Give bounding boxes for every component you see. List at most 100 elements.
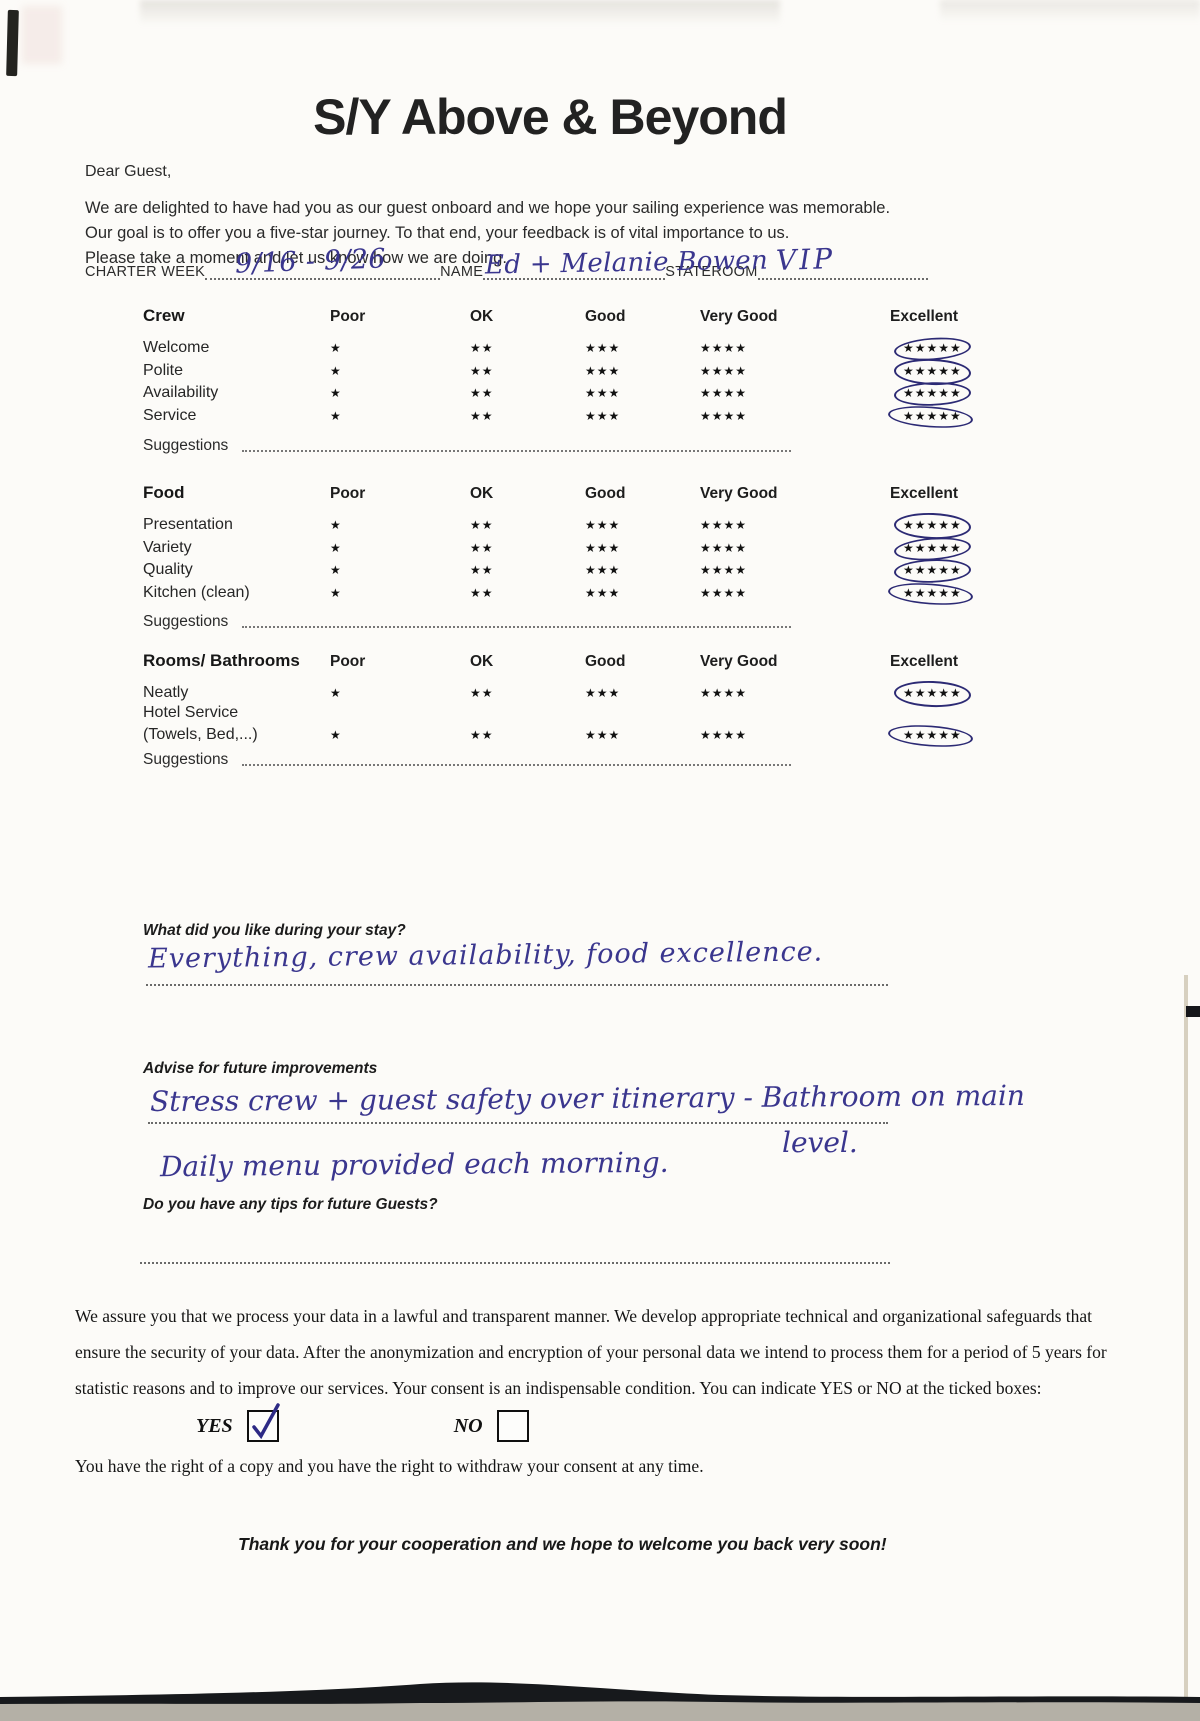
rating-stars-ok[interactable]: ★★ — [470, 518, 494, 532]
excellent-selected-circle[interactable]: ★★★★★ — [894, 681, 971, 707]
intro-line: We are delighted to have had you as our … — [85, 199, 891, 217]
excellent-selected-circle[interactable]: ★★★★★ — [894, 723, 971, 749]
rating-stars-good[interactable]: ★★★ — [585, 727, 621, 742]
rating-stars-poor[interactable]: ★ — [330, 363, 342, 378]
yes-checkbox[interactable] — [246, 1403, 280, 1442]
food-section: Food Poor OK Good Very Good Excellent Pr… — [143, 483, 1030, 603]
scan-artifact-bar — [6, 9, 19, 77]
rating-stars-very-good[interactable]: ★★★★ — [700, 408, 748, 423]
no-checkbox[interactable] — [496, 1410, 529, 1442]
rating-stars-excellent: ★★★★★ — [903, 727, 962, 742]
excellent-selected-circle[interactable]: ★★★★★ — [894, 381, 971, 407]
rating-stars-very-good[interactable]: ★★★★ — [700, 563, 748, 578]
rating-stars-good[interactable]: ★★★ — [585, 585, 621, 600]
charter-row: CHARTER WEEK 9/16 - 9/26 NAME Ed + Melan… — [85, 242, 928, 280]
rating-stars-good[interactable]: ★★★ — [585, 540, 621, 555]
scan-smudge — [140, 0, 780, 30]
rating-stars-very-good[interactable]: ★★★★ — [700, 585, 748, 600]
level-excellent: Excellent — [890, 653, 959, 670]
level-ok: OK — [470, 653, 494, 670]
rating-row-variety: Variety ★ ★★ ★★★ ★★★★ ★★★★★ — [143, 536, 1030, 559]
rating-stars-poor[interactable]: ★ — [330, 341, 342, 355]
excellent-selected-circle[interactable]: ★★★★★ — [894, 558, 971, 584]
rating-stars-good[interactable]: ★★★ — [585, 363, 621, 378]
rating-stars-very-good[interactable]: ★★★★ — [700, 363, 748, 378]
row-label: Kitchen (clean) — [143, 583, 250, 601]
rating-stars-poor[interactable]: ★ — [330, 686, 342, 700]
suggestions-line[interactable] — [242, 626, 791, 628]
suggestions-line[interactable] — [242, 450, 791, 452]
excellent-selected-circle[interactable]: ★★★★★ — [894, 513, 971, 539]
rating-stars-poor[interactable]: ★ — [330, 727, 342, 742]
level-poor: Poor — [330, 653, 366, 670]
intro-line: Our goal is to offer you a five-star jou… — [85, 224, 790, 242]
rating-stars-poor[interactable]: ★ — [330, 563, 342, 578]
level-good: Good — [585, 653, 626, 670]
scan-artifact-notch — [1186, 1006, 1200, 1017]
stateroom-label: STATEROOM — [665, 264, 758, 280]
rating-stars-ok[interactable]: ★★ — [470, 408, 494, 423]
rating-stars-very-good[interactable]: ★★★★ — [700, 686, 748, 700]
answer-line[interactable] — [140, 1262, 890, 1264]
rooms-section-title: Rooms/ Bathrooms — [143, 651, 300, 670]
rating-stars-very-good[interactable]: ★★★★ — [700, 727, 748, 742]
suggestions-label: Suggestions — [143, 437, 229, 454]
rating-stars-good[interactable]: ★★★ — [585, 686, 621, 700]
level-very-good: Very Good — [700, 485, 778, 502]
rating-stars-very-good[interactable]: ★★★★ — [700, 341, 748, 355]
rating-stars-good[interactable]: ★★★ — [585, 408, 621, 423]
rating-stars-poor[interactable]: ★ — [330, 386, 342, 401]
suggestions-label: Suggestions — [143, 751, 229, 768]
handwritten-stateroom: VIP — [775, 241, 836, 278]
rating-stars-ok[interactable]: ★★ — [470, 341, 494, 355]
rating-stars-excellent: ★★★★★ — [903, 518, 962, 532]
charter-week-field[interactable]: 9/16 - 9/26 — [205, 243, 441, 280]
row-label: Quality — [143, 561, 193, 579]
rating-row-neatly: Neatly ★ ★★ ★★★ ★★★★ ★★★★★ — [143, 681, 1030, 704]
scan-smudge — [22, 6, 62, 64]
excellent-selected-circle[interactable]: ★★★★★ — [894, 404, 971, 430]
rating-stars-poor[interactable]: ★ — [330, 518, 342, 532]
question-like-stay: What did you like during your stay? — [143, 922, 406, 939]
rating-stars-ok[interactable]: ★★ — [470, 540, 494, 555]
checkmark-icon — [251, 1403, 280, 1440]
rating-row-presentation: Presentation ★ ★★ ★★★ ★★★★ ★★★★★ — [143, 513, 1030, 536]
rating-stars-very-good[interactable]: ★★★★ — [700, 386, 748, 401]
name-field[interactable]: Ed + Melanie Bowen — [483, 246, 769, 280]
excellent-selected-circle[interactable]: ★★★★★ — [894, 336, 971, 362]
suggestions-line[interactable] — [242, 764, 791, 766]
level-good: Good — [585, 308, 626, 325]
answer-line[interactable] — [148, 1122, 888, 1124]
rating-stars-good[interactable]: ★★★ — [585, 341, 621, 355]
rating-stars-excellent: ★★★★★ — [903, 540, 962, 555]
excellent-selected-circle[interactable]: ★★★★★ — [894, 536, 971, 562]
rating-stars-good[interactable]: ★★★ — [585, 518, 621, 532]
excellent-selected-circle[interactable]: ★★★★★ — [894, 359, 971, 385]
rooms-suggestions: Suggestions — [143, 751, 791, 769]
rating-row-quality: Quality ★ ★★ ★★★ ★★★★ ★★★★★ — [143, 558, 1030, 581]
rating-row-kitchen: Kitchen (clean) ★ ★★ ★★★ ★★★★ ★★★★★ — [143, 581, 1030, 604]
privacy-line: We assure you that we process your data … — [75, 1306, 1092, 1326]
answer-line[interactable] — [146, 984, 888, 986]
rating-stars-ok[interactable]: ★★ — [470, 727, 494, 742]
rating-stars-poor[interactable]: ★ — [330, 408, 342, 423]
rating-row-polite: Polite ★ ★★ ★★★ ★★★★ ★★★★★ — [143, 359, 1030, 382]
rating-stars-poor[interactable]: ★ — [330, 540, 342, 555]
stateroom-field[interactable]: VIP — [757, 242, 928, 280]
rating-row-towels-bed: (Towels, Bed,...) ★ ★★ ★★★ ★★★★ ★★★★★ — [143, 723, 1030, 746]
rating-stars-very-good[interactable]: ★★★★ — [700, 518, 748, 532]
crew-section-title: Crew — [143, 306, 185, 325]
rating-stars-good[interactable]: ★★★ — [585, 386, 621, 401]
rating-stars-ok[interactable]: ★★ — [470, 585, 494, 600]
rating-stars-ok[interactable]: ★★ — [470, 363, 494, 378]
excellent-selected-circle[interactable]: ★★★★★ — [894, 581, 971, 607]
level-poor: Poor — [330, 485, 366, 502]
rating-stars-very-good[interactable]: ★★★★ — [700, 540, 748, 555]
handwritten-answer-improvements-1: Stress crew + guest safety over itinerar… — [149, 1078, 1025, 1119]
rating-stars-poor[interactable]: ★ — [330, 585, 342, 600]
rating-stars-ok[interactable]: ★★ — [470, 686, 494, 700]
level-very-good: Very Good — [700, 308, 778, 325]
rating-stars-good[interactable]: ★★★ — [585, 563, 621, 578]
rating-stars-ok[interactable]: ★★ — [470, 386, 494, 401]
rating-stars-ok[interactable]: ★★ — [470, 563, 494, 578]
